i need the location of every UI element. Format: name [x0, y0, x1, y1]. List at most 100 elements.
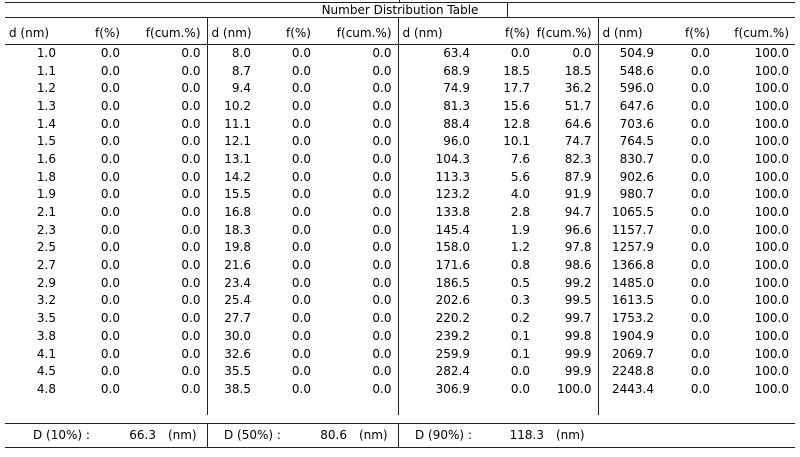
- d-value: 548.6: [597, 61, 660, 80]
- col-header-fcum: f(cum.%): [716, 18, 795, 45]
- d-value: 1.3: [36, 98, 56, 113]
- fcum-value: 99.7: [564, 311, 592, 326]
- fcum-value: 0.0: [181, 258, 201, 273]
- d-value: 1.5: [36, 134, 56, 149]
- fcum-value: 0.0: [372, 293, 392, 308]
- fcum-value: 99.9: [564, 364, 592, 379]
- f-value: 0.0: [100, 222, 120, 237]
- f-value: 0.0: [291, 187, 311, 202]
- d-value: 1157.7: [597, 220, 660, 239]
- f-value: 0.0: [291, 240, 311, 255]
- f-value: 0.0: [291, 205, 311, 220]
- table-row: 4.5 0.0 0.0 35.5 0.0 0.0 282.4 0.0 99.9 2248.8 0.0…: [5, 362, 795, 381]
- fcum-value: 100.0: [754, 240, 789, 255]
- table-row: 2.5 0.0 0.0 19.8 0.0 0.0 158.0 1.2 97.8 1257.9 0.0…: [5, 238, 795, 257]
- f-value: 0.0: [690, 151, 710, 166]
- fcum-value: 0.0: [372, 311, 392, 326]
- f-value: 0.0: [100, 81, 120, 96]
- fcum-value: 0.0: [181, 98, 201, 113]
- d50-label: D (50%) :: [224, 428, 281, 443]
- d-value: 2.9: [36, 275, 56, 290]
- f-value: 0.0: [291, 81, 311, 96]
- f-value: 0.0: [690, 63, 710, 78]
- fcum-value: 64.6: [564, 116, 592, 131]
- fcum-value: 74.7: [564, 134, 592, 149]
- distribution-table: d (nm) f(%) f(cum.%) d (nm) f(%) f(cum.%) d (n…: [5, 18, 795, 415]
- d-value: 259.9: [397, 344, 476, 363]
- filler-cell: [206, 397, 398, 415]
- fcum-value: 99.8: [564, 328, 592, 343]
- fcum-value: 0.0: [372, 63, 392, 78]
- fcum-value: 99.5: [564, 293, 592, 308]
- fcum-value: 100.0: [754, 63, 789, 78]
- table-row: 1.2 0.0 0.0 9.4 0.0 0.0 74.9 17.7 36.2 596.0 0.0 10…: [5, 79, 795, 98]
- fcum-value: 100.0: [754, 222, 789, 237]
- d-value: 30.0: [206, 327, 257, 345]
- f-value: 0.0: [291, 46, 311, 61]
- fcum-value: 0.0: [181, 311, 201, 326]
- d-value: 1.0: [36, 46, 56, 61]
- col-header-f: f(%): [257, 18, 317, 45]
- f-value: 7.6: [510, 151, 530, 166]
- f-value: 0.0: [291, 381, 311, 396]
- fcum-value: 0.0: [372, 328, 392, 343]
- f-value: 0.0: [690, 46, 710, 61]
- f-value: 0.0: [100, 205, 120, 220]
- separator-tick-title: [507, 3, 508, 17]
- f-value: 0.0: [291, 151, 311, 166]
- f-value: 0.0: [690, 311, 710, 326]
- table-row: 2.1 0.0 0.0 16.8 0.0 0.0 133.8 2.8 94.7 1065.5 0.0…: [5, 203, 795, 221]
- separator-tick-top: [399, 0, 400, 2]
- fcum-value: 0.0: [372, 381, 392, 396]
- f-value: 0.0: [690, 222, 710, 237]
- d-value: 38.5: [206, 380, 257, 398]
- table-row: 4.8 0.0 0.0 38.5 0.0 0.0 306.9 0.0 100.0 2443.4 0.…: [5, 380, 795, 398]
- f-value: 0.0: [100, 364, 120, 379]
- d-value: 21.6: [206, 256, 257, 274]
- d-value: 764.5: [597, 132, 660, 151]
- fcum-value: 0.0: [372, 240, 392, 255]
- fcum-value: 0.0: [372, 187, 392, 202]
- f-value: 0.0: [510, 381, 530, 396]
- f-value: 0.0: [690, 116, 710, 131]
- fcum-value: 0.0: [372, 134, 392, 149]
- fcum-value: 0.0: [181, 63, 201, 78]
- d-value: 306.9: [397, 380, 476, 398]
- d50-cell: D (50%) : 80.6 (nm): [207, 423, 398, 447]
- d-value: 63.4: [397, 44, 476, 62]
- d-value: 980.7: [597, 185, 660, 204]
- fcum-value: 100.0: [754, 46, 789, 61]
- fcum-value: 0.0: [181, 381, 201, 396]
- f-value: 0.0: [690, 346, 710, 361]
- f-value: 0.0: [690, 169, 710, 184]
- fcum-value: 100.0: [557, 381, 592, 396]
- table-row: 2.7 0.0 0.0 21.6 0.0 0.0 171.6 0.8 98.6 1366.8 0.0…: [5, 256, 795, 274]
- f-value: 0.0: [100, 275, 120, 290]
- d-value: 2.7: [36, 258, 56, 273]
- d-value: 3.8: [36, 328, 56, 343]
- fcum-value: 0.0: [372, 346, 392, 361]
- d-value: 123.2: [397, 185, 476, 204]
- d-value: 68.9: [397, 61, 476, 80]
- d-value: 220.2: [397, 309, 476, 327]
- fcum-value: 0.0: [181, 275, 201, 290]
- fcum-value: 0.0: [372, 222, 392, 237]
- d-value: 3.5: [36, 311, 56, 326]
- f-value: 0.0: [291, 328, 311, 343]
- d-value: 2069.7: [597, 344, 660, 363]
- f-value: 0.0: [510, 46, 530, 61]
- fcum-value: 0.0: [181, 346, 201, 361]
- fcum-value: 100.0: [754, 346, 789, 361]
- table-row: 1.5 0.0 0.0 12.1 0.0 0.0 96.0 10.1 74.7 764.5 0.0 1…: [5, 132, 795, 151]
- d-value: 88.4: [397, 114, 476, 133]
- d-value: 596.0: [597, 79, 660, 98]
- d10-label: D (10%) :: [33, 428, 90, 443]
- f-value: 0.0: [100, 240, 120, 255]
- col-header-d: d (nm): [597, 18, 660, 45]
- f-value: 0.0: [291, 222, 311, 237]
- fcum-value: 82.3: [564, 151, 592, 166]
- fcum-value: 100.0: [754, 116, 789, 131]
- f-value: 0.0: [690, 293, 710, 308]
- f-value: 0.0: [100, 116, 120, 131]
- fcum-value: 0.0: [181, 134, 201, 149]
